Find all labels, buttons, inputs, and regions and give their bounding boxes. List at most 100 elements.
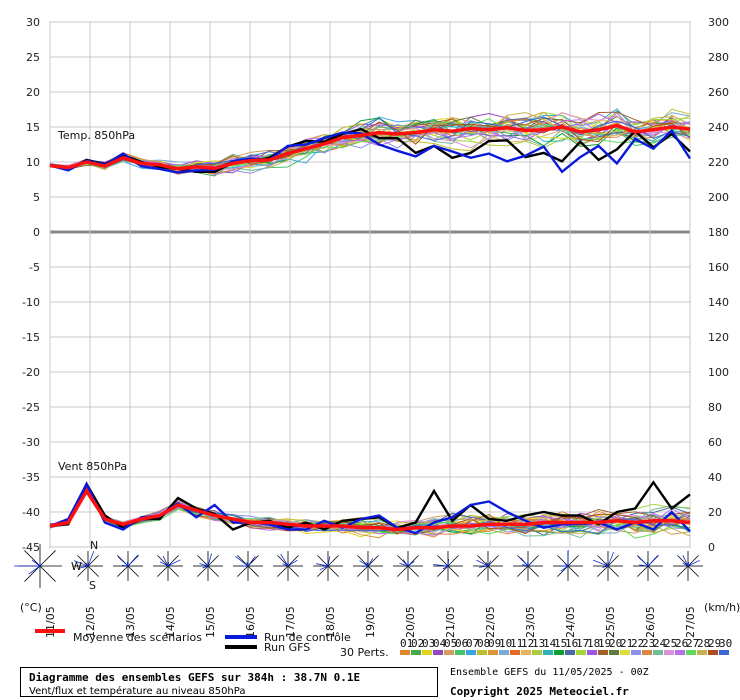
rose-label-w: W [71, 560, 82, 573]
chart-mark [287, 565, 299, 577]
right-tick-label: 200 [708, 191, 729, 204]
pert-number: 21 [620, 637, 633, 650]
x-tick-label: 25/05 [604, 606, 617, 638]
chart-mark [207, 565, 219, 577]
left-tick-label: 20 [26, 86, 40, 99]
pert-color-swatch [521, 650, 531, 655]
chart-mark [277, 565, 289, 577]
chart-mark [477, 555, 489, 567]
pert-number: 26 [675, 637, 688, 650]
chart-mark [487, 565, 499, 577]
chart-mark [687, 555, 699, 567]
pert-number: 05 [444, 637, 457, 650]
chart-mark [437, 565, 449, 577]
pert-color-swatch [422, 650, 432, 655]
wind-rose [592, 551, 623, 581]
x-tick-label: 11/05 [44, 606, 57, 638]
x-tick-label: 27/05 [684, 606, 697, 638]
x-tick-label: 21/05 [444, 606, 457, 638]
chart-mark [687, 565, 699, 577]
wind-rose [233, 551, 263, 581]
legend-swatch-control [225, 635, 257, 639]
legend-layer: Moyenne des scénarios Run de contrôleRun … [35, 629, 732, 659]
chart-mark [637, 555, 658, 567]
footer-title-box: Diagramme des ensembles GEFS sur 384h : … [20, 667, 438, 697]
wind-rose [353, 551, 383, 581]
x-tick-label: 20/05 [404, 606, 417, 638]
chart-mark [77, 555, 89, 567]
left-tick-label: -15 [22, 331, 40, 344]
chart-mark [447, 565, 459, 577]
chart-mark [317, 565, 329, 577]
chart-mark [367, 555, 379, 567]
chart-mark [517, 565, 529, 577]
chart-mark [447, 555, 459, 567]
chart-mark [647, 565, 659, 577]
copyright: Copyright 2025 Meteociel.fr [450, 685, 629, 698]
pert-color-swatch [576, 650, 586, 655]
chart-mark [359, 558, 374, 567]
pert-number: 07 [466, 637, 479, 650]
chart-mark [199, 553, 212, 569]
left-tick-label: -30 [22, 436, 40, 449]
chart-mark [367, 565, 379, 577]
left-tick-label: 0 [33, 226, 40, 239]
x-tick-label: 16/05 [244, 606, 257, 638]
rose-label-s: S [89, 579, 96, 592]
pert-color-swatch [697, 650, 707, 655]
pert-color-swatch [510, 650, 520, 655]
chart-mark [118, 554, 139, 567]
pert-color-swatch [532, 650, 542, 655]
right-tick-label: 260 [708, 86, 729, 99]
chart-mark [280, 553, 298, 567]
x-tick-label: 18/05 [324, 606, 337, 638]
right-tick-label: 0 [708, 541, 715, 554]
chart-mark [567, 565, 579, 577]
pert-number: 04 [433, 637, 447, 650]
pert-color-swatch [400, 650, 410, 655]
pert-number: 25 [664, 637, 677, 650]
footer-title: Diagramme des ensembles GEFS sur 384h : … [29, 671, 361, 684]
left-tick-label: -5 [29, 261, 40, 274]
chart-mark [235, 555, 256, 567]
wind-rose [153, 551, 183, 581]
wind-rose [673, 551, 703, 581]
right-tick-label: 220 [708, 156, 729, 169]
chart-mark [24, 565, 41, 582]
mean-series-line [49, 123, 691, 171]
pert-number: 27 [686, 637, 699, 650]
pert-color-swatch [609, 650, 619, 655]
left-tick-label: -45 [22, 541, 40, 554]
legend-label-mean: Moyenne des scénarios [73, 631, 202, 644]
pert-number: 11 [510, 637, 523, 650]
chart-mark [157, 555, 169, 567]
wind-rose [113, 551, 143, 581]
chart-mark [397, 565, 409, 577]
right-tick-label: 60 [708, 436, 722, 449]
pert-color-swatch [620, 650, 630, 655]
pert-number: 09 [488, 637, 501, 650]
legend-label-control: Run de contrôle [264, 631, 351, 644]
chart-mark [87, 565, 99, 577]
pert-color-swatch [719, 650, 729, 655]
pert-color-swatch [664, 650, 674, 655]
left-tick-label: -40 [22, 506, 40, 519]
pert-number: 06 [455, 637, 468, 650]
right-tick-label: 80 [708, 401, 722, 414]
chart-mark [637, 565, 649, 577]
panel-label-temp: Temp. 850hPa [57, 129, 135, 142]
control-series-line [49, 128, 692, 174]
x-tick-label: 15/05 [204, 606, 217, 638]
chart-mark [597, 565, 609, 577]
chart-mark [357, 555, 369, 567]
right-tick-label: 180 [708, 226, 729, 239]
pert-number: 23 [642, 637, 655, 650]
chart-mark [316, 556, 331, 571]
x-tick-label: 12/05 [84, 606, 97, 638]
wind-rose [313, 551, 343, 581]
chart-mark [399, 559, 415, 567]
chart-mark [607, 555, 619, 567]
pert-color-swatch [565, 650, 575, 655]
chart-mark [39, 550, 56, 567]
